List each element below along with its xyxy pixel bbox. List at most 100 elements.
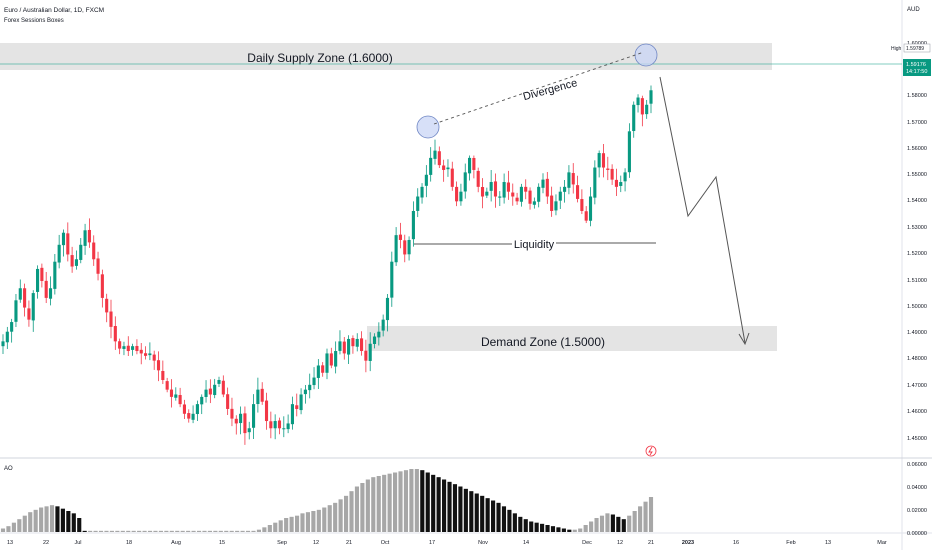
candle-body[interactable] bbox=[610, 168, 614, 180]
candle-body[interactable] bbox=[364, 350, 368, 361]
candle-body[interactable] bbox=[506, 182, 510, 192]
candle-body[interactable] bbox=[476, 170, 480, 187]
candle-body[interactable] bbox=[455, 186, 459, 202]
candle-body[interactable] bbox=[316, 365, 320, 378]
candle-body[interactable] bbox=[446, 167, 450, 170]
candle-body[interactable] bbox=[182, 404, 186, 414]
candle-body[interactable] bbox=[156, 360, 161, 371]
candle-body[interactable] bbox=[502, 182, 506, 198]
candle-body[interactable] bbox=[576, 185, 580, 199]
candle-body[interactable] bbox=[44, 280, 48, 298]
candle-body[interactable] bbox=[459, 191, 463, 202]
candle-body[interactable] bbox=[113, 326, 117, 342]
dividend-lightning-icon[interactable] bbox=[645, 445, 657, 457]
candle-body[interactable] bbox=[545, 178, 549, 197]
candle-body[interactable] bbox=[627, 131, 631, 173]
candle-body[interactable] bbox=[623, 172, 627, 182]
candle-body[interactable] bbox=[334, 351, 338, 367]
candle-body[interactable] bbox=[53, 261, 57, 289]
candle-body[interactable] bbox=[200, 396, 204, 405]
candle-body[interactable] bbox=[247, 428, 251, 433]
candle-body[interactable] bbox=[213, 384, 217, 396]
candle-body[interactable] bbox=[178, 395, 182, 405]
candle-body[interactable] bbox=[355, 338, 359, 347]
candle-body[interactable] bbox=[18, 288, 22, 300]
candle-body[interactable] bbox=[126, 345, 130, 352]
candle-body[interactable] bbox=[368, 343, 372, 361]
candle-body[interactable] bbox=[489, 182, 493, 191]
candle-body[interactable] bbox=[606, 168, 610, 170]
candle-body[interactable] bbox=[601, 153, 606, 168]
candle-body[interactable] bbox=[70, 255, 74, 267]
candle-body[interactable] bbox=[239, 413, 243, 424]
candle-body[interactable] bbox=[187, 413, 191, 419]
candle-body[interactable] bbox=[541, 179, 545, 188]
candle-body[interactable] bbox=[385, 297, 390, 321]
candle-body[interactable] bbox=[243, 413, 247, 434]
candle-body[interactable] bbox=[580, 199, 584, 211]
candle-body[interactable] bbox=[282, 428, 286, 430]
candle-body[interactable] bbox=[519, 186, 523, 202]
candle-body[interactable] bbox=[614, 179, 618, 187]
candle-body[interactable] bbox=[66, 233, 70, 255]
candle-body[interactable] bbox=[347, 338, 351, 355]
candle-body[interactable] bbox=[31, 293, 35, 321]
candle-body[interactable] bbox=[105, 298, 109, 313]
candle-body[interactable] bbox=[377, 331, 381, 338]
candle-body[interactable] bbox=[463, 172, 467, 192]
candle-body[interactable] bbox=[204, 389, 208, 398]
candle-body[interactable] bbox=[269, 421, 273, 429]
ao-label[interactable]: AO bbox=[4, 466, 13, 472]
candle-body[interactable] bbox=[636, 97, 640, 106]
candle-body[interactable] bbox=[472, 157, 476, 170]
candle-body[interactable] bbox=[191, 413, 195, 420]
candle-body[interactable] bbox=[485, 191, 489, 196]
candle-body[interactable] bbox=[403, 240, 407, 255]
candle-body[interactable] bbox=[524, 186, 528, 192]
candle-body[interactable] bbox=[433, 150, 437, 159]
candle-body[interactable] bbox=[329, 353, 333, 366]
candle-body[interactable] bbox=[632, 104, 636, 132]
candle-body[interactable] bbox=[122, 346, 126, 349]
candle-body[interactable] bbox=[92, 242, 96, 260]
candle-body[interactable] bbox=[286, 423, 290, 430]
candle-body[interactable] bbox=[277, 420, 282, 429]
candle-body[interactable] bbox=[109, 311, 113, 327]
candle-body[interactable] bbox=[554, 201, 558, 211]
candle-body[interactable] bbox=[83, 230, 87, 246]
candle-body[interactable] bbox=[96, 258, 100, 274]
candle-body[interactable] bbox=[424, 174, 428, 186]
candle-body[interactable] bbox=[372, 336, 377, 344]
candle-body[interactable] bbox=[480, 187, 485, 197]
candle-body[interactable] bbox=[131, 346, 135, 350]
candle-body[interactable] bbox=[260, 388, 264, 402]
candle-body[interactable] bbox=[1, 341, 5, 347]
candle-body[interactable] bbox=[381, 319, 385, 331]
candle-body[interactable] bbox=[290, 404, 294, 425]
candle-body[interactable] bbox=[27, 308, 31, 320]
candle-body[interactable] bbox=[325, 353, 329, 373]
candle-body[interactable] bbox=[256, 389, 260, 405]
candle-body[interactable] bbox=[360, 338, 364, 352]
candle-body[interactable] bbox=[537, 186, 541, 202]
candle-body[interactable] bbox=[79, 244, 83, 260]
candle-body[interactable] bbox=[174, 394, 178, 398]
candle-body[interactable] bbox=[14, 300, 18, 322]
candle-body[interactable] bbox=[571, 173, 575, 185]
candle-body[interactable] bbox=[5, 331, 9, 343]
candle-body[interactable] bbox=[321, 365, 325, 373]
candle-body[interactable] bbox=[640, 98, 644, 115]
candle-body[interactable] bbox=[57, 244, 61, 263]
candle-body[interactable] bbox=[36, 268, 40, 292]
candle-body[interactable] bbox=[567, 172, 571, 188]
candle-body[interactable] bbox=[312, 377, 316, 386]
candle-body[interactable] bbox=[407, 239, 411, 255]
candle-body[interactable] bbox=[208, 388, 212, 395]
candle-body[interactable] bbox=[118, 341, 122, 349]
candle-body[interactable] bbox=[48, 288, 53, 299]
candle-body[interactable] bbox=[550, 195, 554, 211]
candle-body[interactable] bbox=[532, 201, 536, 205]
candle-body[interactable] bbox=[161, 370, 165, 380]
candle-body[interactable] bbox=[303, 389, 307, 395]
